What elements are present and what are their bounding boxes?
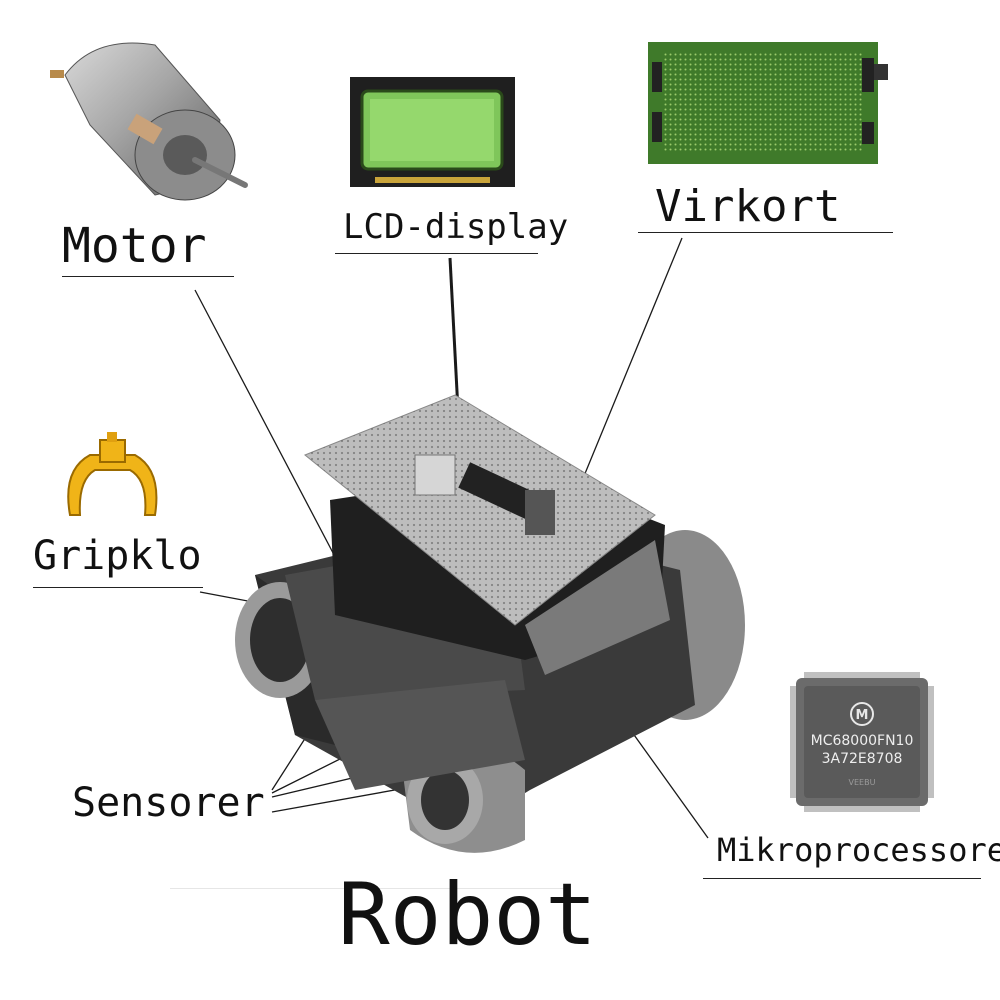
- virkort-underline: [638, 232, 893, 233]
- circuit-board-icon: [648, 42, 888, 164]
- mikroprocessorer-underline: [703, 878, 981, 879]
- gripklo-label: Gripklo: [33, 533, 202, 579]
- motor-label: Motor: [62, 218, 207, 274]
- chip-line2: 3A72E8708: [822, 751, 903, 767]
- microprocessor-chip-icon: M MC68000FN10 3A72E8708 VEEBU: [790, 672, 934, 812]
- lcd-underline: [335, 253, 538, 254]
- robot-title: Robot: [338, 865, 597, 965]
- robot-underline: [170, 888, 570, 889]
- mikroprocessorer-label: Mikroprocessorer: [717, 831, 1000, 869]
- gripper-claw-icon: [67, 432, 158, 516]
- lcd-display-icon: [350, 77, 515, 187]
- chip-line3: VEEBU: [849, 778, 876, 787]
- motor-leader: [194, 289, 343, 571]
- robot-photo: [235, 394, 745, 853]
- virkort-label: Virkort: [655, 181, 841, 232]
- sensorer-label: Sensorer: [72, 780, 265, 826]
- chip-logo: M: [856, 708, 869, 723]
- gripklo-underline: [33, 587, 203, 588]
- chip-line1: MC68000FN10: [811, 733, 914, 749]
- motor-icon: [50, 42, 248, 201]
- lcd-label: LCD-display: [343, 207, 569, 247]
- motor-underline: [62, 276, 234, 277]
